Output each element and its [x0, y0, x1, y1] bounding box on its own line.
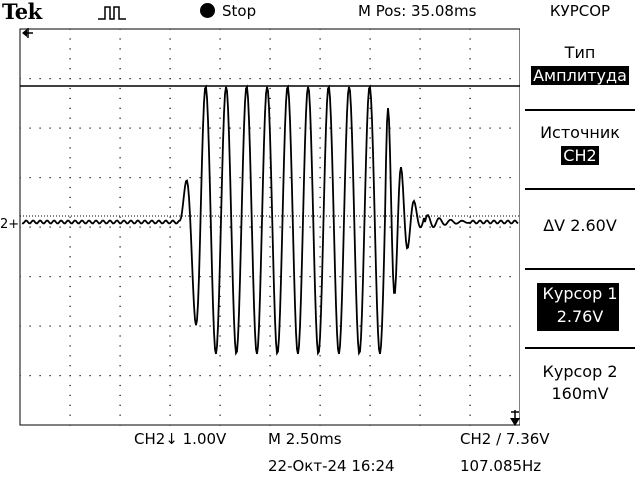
trigger-level: CH2 ∕ 7.36V [460, 430, 550, 448]
channel-2-marker: 2+ [0, 217, 20, 232]
menu-divider [525, 347, 635, 349]
cursor-2-value: 160mV [551, 384, 609, 403]
cursor-1-value: 2.76V [556, 307, 604, 326]
delta-v-readout: ΔV 2.60V [543, 216, 617, 235]
menu-title: КУРСОР [549, 2, 611, 20]
brand-logo: Tek [2, 0, 42, 24]
date-time: 22-Окт-24 16:24 [268, 457, 395, 475]
stop-icon [200, 3, 215, 18]
menu-divider [525, 188, 635, 190]
pulse-waveform-icon [98, 6, 126, 20]
type-button[interactable]: Амплитуда [520, 66, 640, 85]
source-value: CH2 [561, 146, 599, 165]
trigger-frequency: 107.085Hz [460, 457, 542, 475]
position-arrow-icon [22, 28, 33, 38]
cursor-2-label[interactable]: Курсор 2 [542, 362, 618, 381]
source-button[interactable]: CH2 [520, 146, 640, 165]
graticule [19, 28, 520, 426]
timebase: M 2.50ms [268, 430, 342, 448]
type-value: Амплитуда [531, 66, 629, 85]
menu-divider [525, 268, 635, 270]
waveform-trace [21, 84, 519, 356]
horizontal-position: M Pos: 35.08ms [358, 2, 477, 20]
trigger-position-icon [510, 410, 520, 426]
run-state: Stop [222, 2, 257, 20]
menu-divider [525, 109, 635, 111]
type-label: Тип [564, 43, 596, 62]
cursor-1-label: Курсор 1 [542, 284, 618, 303]
cursor-1-button[interactable] [537, 283, 619, 331]
waveform-display [19, 28, 520, 426]
source-label: Источник [540, 123, 620, 142]
channel-scale: CH2↓ 1.00V [134, 430, 227, 448]
